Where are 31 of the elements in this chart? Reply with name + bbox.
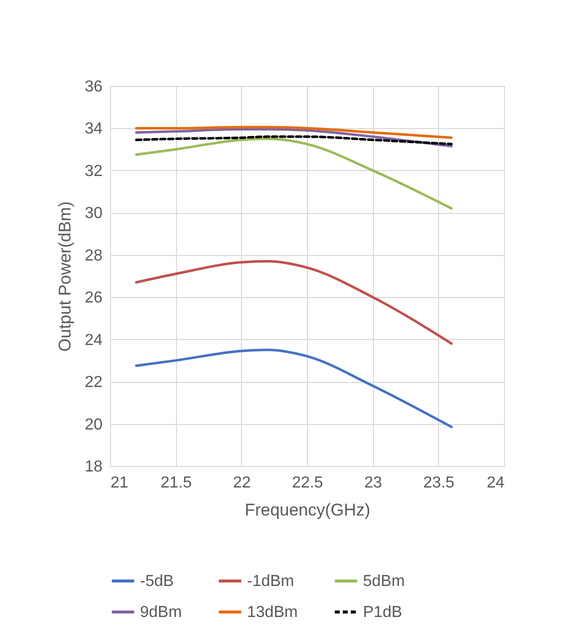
y-tick-label: 34 [84, 120, 103, 138]
y-axis-title: Output Power(dBm) [56, 201, 75, 352]
y-tick-label: 30 [84, 205, 103, 222]
y-tick-label: 22 [84, 374, 103, 392]
x-tick-label: 23 [364, 474, 382, 492]
x-tick-label: 21.5 [160, 474, 192, 492]
line-series [135, 128, 453, 148]
legend-label: -5dB [140, 573, 174, 590]
line-series [135, 135, 453, 146]
x-tick-label: 22 [232, 474, 251, 492]
line-series [135, 138, 453, 210]
x-tick-label: 24 [486, 474, 505, 492]
y-tick-label: 32 [84, 162, 103, 180]
x-axis-title: Frequency(GHz) [244, 500, 370, 520]
line-series [135, 260, 453, 345]
y-tick-label: 20 [84, 416, 103, 434]
line-series [135, 126, 453, 139]
y-tick-label: 18 [84, 458, 103, 476]
line-series [135, 348, 453, 428]
x-tick-label: 22.5 [292, 474, 324, 492]
legend-label: 9dBm [140, 604, 182, 621]
legend-label: P1dB [363, 604, 402, 621]
y-tick-label: 24 [84, 332, 103, 349]
x-tick-label: 23.5 [423, 474, 455, 492]
legend-label: 13dBm [247, 604, 298, 621]
y-tick-label: 26 [84, 290, 103, 307]
x-tick-label: 21 [110, 474, 128, 492]
y-tick-label: 36 [84, 78, 103, 96]
legend-label: -1dBm [247, 573, 294, 590]
y-tick-label: 28 [84, 247, 103, 264]
legend-label: 5dBm [363, 573, 405, 590]
